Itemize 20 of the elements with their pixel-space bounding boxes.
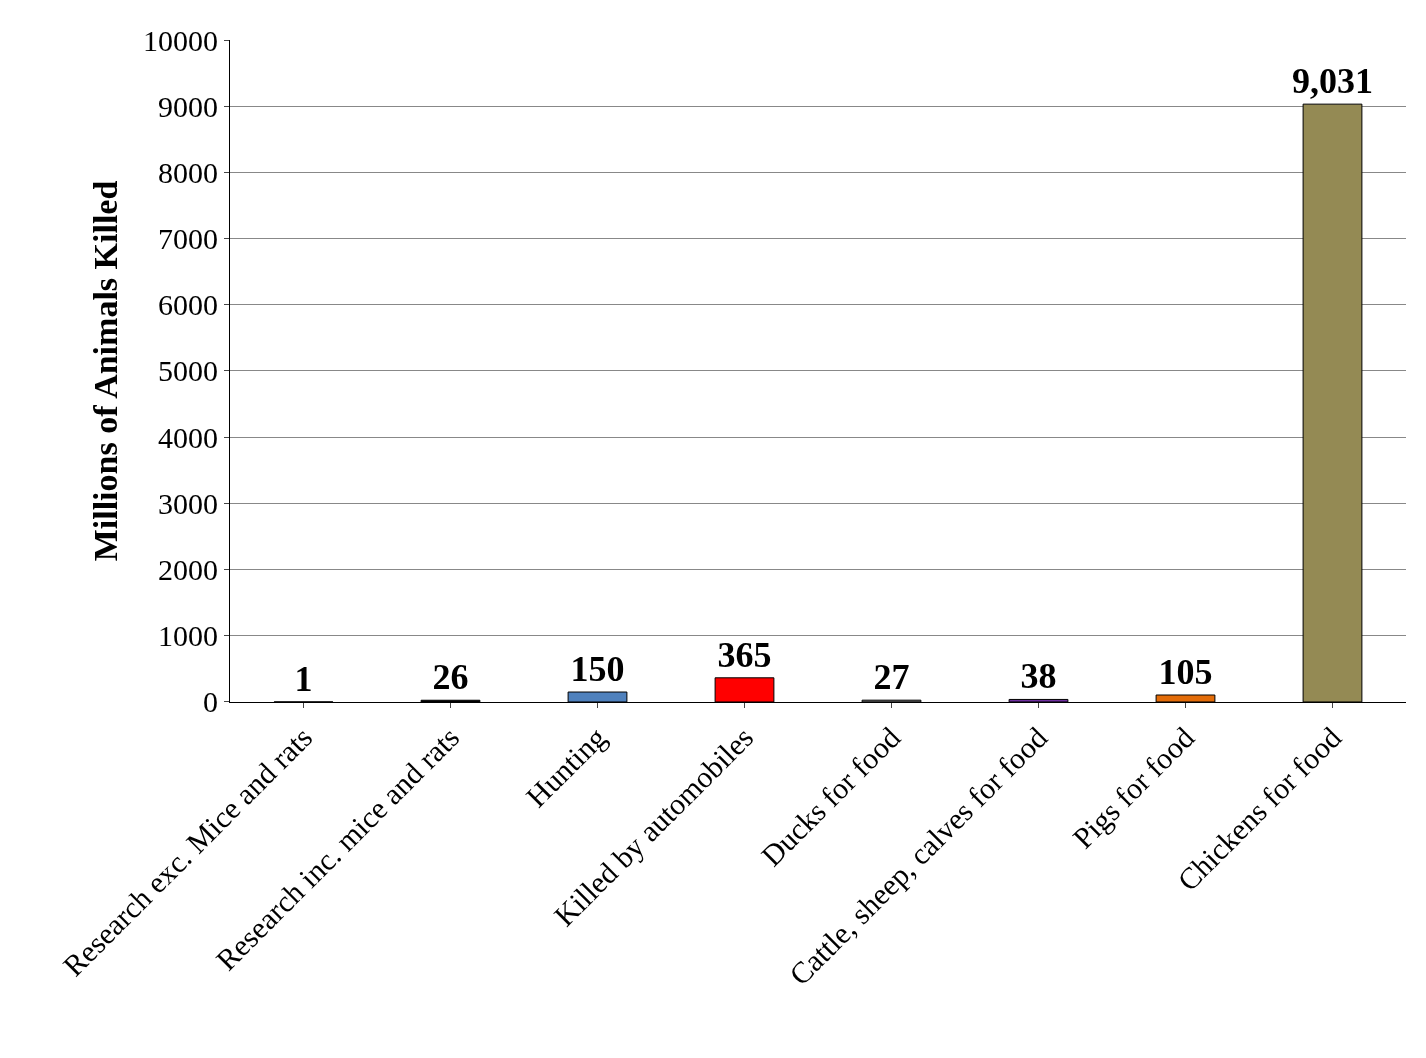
y-tick-label: 8000: [158, 155, 218, 189]
y-tick-label: 0: [203, 685, 218, 719]
data-label: 365: [717, 634, 772, 675]
y-tick-label: 2000: [158, 553, 218, 587]
y-axis-title: Millions of Animals Killed: [86, 180, 124, 562]
data-label: 26: [432, 657, 469, 698]
y-tick-label: 7000: [158, 222, 218, 256]
y-tick-label: 4000: [158, 420, 218, 454]
data-label: 150: [570, 649, 625, 690]
y-tick-label: 9000: [158, 89, 218, 123]
y-tick-label: 1000: [158, 619, 218, 653]
y-tick-label: 6000: [158, 288, 218, 322]
data-label: 9,031: [1292, 61, 1373, 102]
y-tick-label: 10000: [143, 23, 218, 57]
data-label: 38: [1020, 656, 1057, 697]
data-label: 105: [1158, 652, 1213, 693]
y-tick-label: 5000: [158, 354, 218, 388]
data-label: 1: [294, 658, 313, 699]
data-label: 27: [873, 657, 910, 698]
y-tick-label: 3000: [158, 486, 218, 520]
